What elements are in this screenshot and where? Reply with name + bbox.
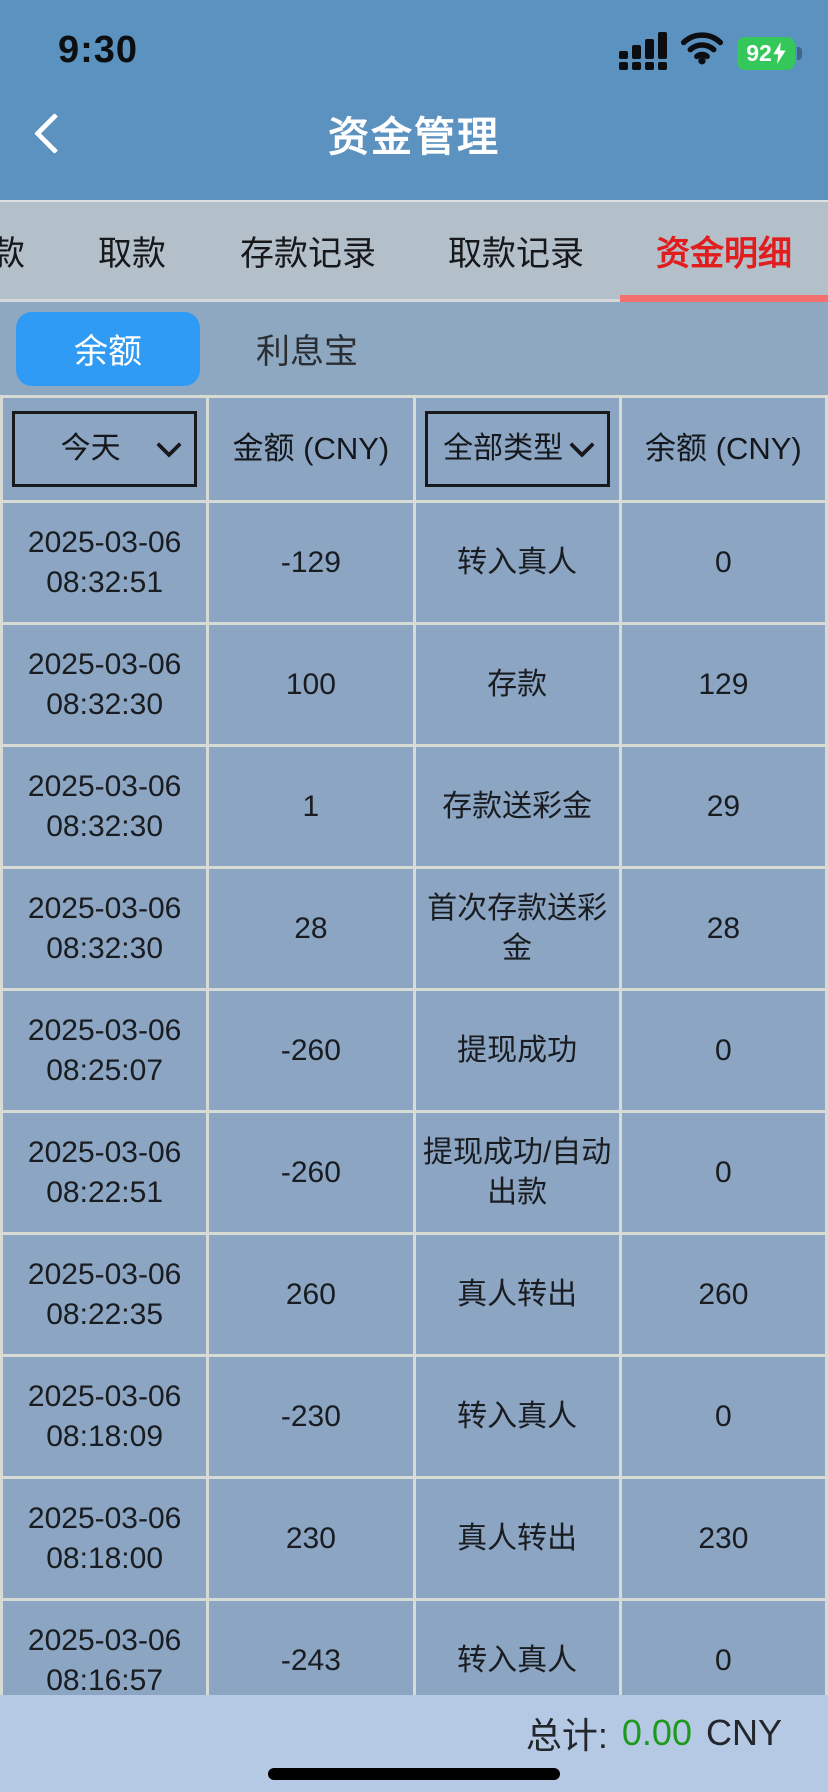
row-cell-balance: 0 (621, 991, 825, 1110)
tab-fund-details[interactable]: 资金明细 (656, 235, 792, 273)
row-cell-balance: 260 (621, 1235, 825, 1354)
row-cell-type: 真人转出 (415, 1479, 619, 1598)
row-cell-time: 2025-03-06 08:32:30 (3, 869, 207, 988)
row-cell-amount: 1 (209, 747, 413, 866)
date-filter-value: 今天 (60, 432, 121, 465)
status-icons: 92 (619, 31, 802, 70)
row-cell-type: 转入真人 (415, 503, 619, 622)
header-date-cell: 今天 (3, 398, 207, 500)
header-amount-cell: 金额 (CNY) (209, 398, 413, 500)
row-cell-balance: 129 (621, 625, 825, 744)
header-type-cell: 全部类型 (415, 398, 619, 500)
nav-bar: 资金管理 (0, 74, 828, 192)
tab-deposit-records[interactable]: 存款记录 (240, 235, 376, 273)
row-cell-type: 真人转出 (415, 1235, 619, 1354)
row-cell-balance: 0 (621, 1357, 825, 1476)
chevron-left-icon (33, 112, 75, 154)
total-value: 0.00 (621, 1711, 692, 1753)
row-cell-amount: 28 (209, 869, 413, 988)
battery-charging-icon: 92 (737, 36, 802, 70)
subtab-balance[interactable]: 余额 (16, 311, 200, 386)
row-cell-time: 2025-03-06 08:18:09 (3, 1357, 207, 1476)
subtab-interest-treasure[interactable]: 利息宝 (256, 333, 358, 371)
row-cell-balance: 230 (621, 1479, 825, 1598)
row-cell-balance: 0 (621, 1113, 825, 1232)
row-cell-amount: -230 (209, 1357, 413, 1476)
row-cell-type: 提现成功 (415, 991, 619, 1110)
tab-deposit-partial[interactable]: 款 (0, 235, 25, 273)
row-cell-type: 存款送彩金 (415, 747, 619, 866)
total-label: 总计: (525, 1714, 608, 1756)
tab-withdraw[interactable]: 取款 (98, 235, 166, 273)
row-cell-type: 提现成功/自动出款 (415, 1113, 619, 1232)
main-tab-bar: 款 取款 存款记录 取款记录 资金明细 (0, 200, 828, 302)
row-cell-time: 2025-03-06 08:32:30 (3, 747, 207, 866)
row-cell-type: 转入真人 (415, 1601, 619, 1695)
funds-table-grid: 今天 金额 (CNY) 全部类型 余额 (CNY) 2025-03-06 08:… (3, 398, 825, 1695)
type-filter-select[interactable]: 全部类型 (424, 411, 610, 487)
lightning-bolt-icon (773, 42, 786, 64)
row-cell-time: 2025-03-06 08:18:00 (3, 1479, 207, 1598)
row-cell-amount: 260 (209, 1235, 413, 1354)
status-time: 9:30 (58, 28, 139, 71)
row-cell-time: 2025-03-06 08:22:51 (3, 1113, 207, 1232)
home-indicator[interactable] (268, 1768, 560, 1780)
row-cell-amount: -260 (209, 991, 413, 1110)
row-cell-balance: 28 (621, 869, 825, 988)
active-tab-underline (620, 295, 828, 302)
row-cell-time: 2025-03-06 08:32:51 (3, 503, 207, 622)
app-header: 9:30 92 (0, 0, 828, 200)
row-cell-balance: 0 (621, 503, 825, 622)
funds-table: 今天 金额 (CNY) 全部类型 余额 (CNY) 2025-03-06 08:… (0, 395, 828, 1695)
date-filter-select[interactable]: 今天 (12, 411, 198, 487)
back-button[interactable] (18, 74, 90, 192)
chevron-down-icon (569, 432, 595, 458)
battery-percent: 92 (746, 39, 772, 66)
header-balance-cell: 余额 (CNY) (621, 398, 825, 500)
row-cell-amount: -129 (209, 503, 413, 622)
status-bar: 9:30 92 (0, 0, 828, 74)
row-cell-time: 2025-03-06 08:22:35 (3, 1235, 207, 1354)
row-cell-time: 2025-03-06 08:16:57 (3, 1601, 207, 1695)
row-cell-amount: 100 (209, 625, 413, 744)
row-cell-type: 转入真人 (415, 1357, 619, 1476)
row-cell-balance: 29 (621, 747, 825, 866)
row-cell-type: 存款 (415, 625, 619, 744)
total-currency: CNY (705, 1711, 782, 1753)
row-cell-balance: 0 (621, 1601, 825, 1695)
type-filter-value: 全部类型 (443, 432, 564, 465)
page-title: 资金管理 (328, 114, 500, 160)
row-cell-amount: -243 (209, 1601, 413, 1695)
tab-withdraw-records[interactable]: 取款记录 (448, 235, 584, 273)
wifi-icon (680, 31, 724, 70)
subtab-bar: 余额 利息宝 (0, 302, 828, 395)
row-cell-type: 首次存款送彩金 (415, 869, 619, 988)
row-cell-amount: 230 (209, 1479, 413, 1598)
chevron-down-icon (156, 432, 182, 458)
cellular-signal-icon (619, 31, 667, 70)
row-cell-amount: -260 (209, 1113, 413, 1232)
row-cell-time: 2025-03-06 08:32:30 (3, 625, 207, 744)
row-cell-time: 2025-03-06 08:25:07 (3, 991, 207, 1110)
